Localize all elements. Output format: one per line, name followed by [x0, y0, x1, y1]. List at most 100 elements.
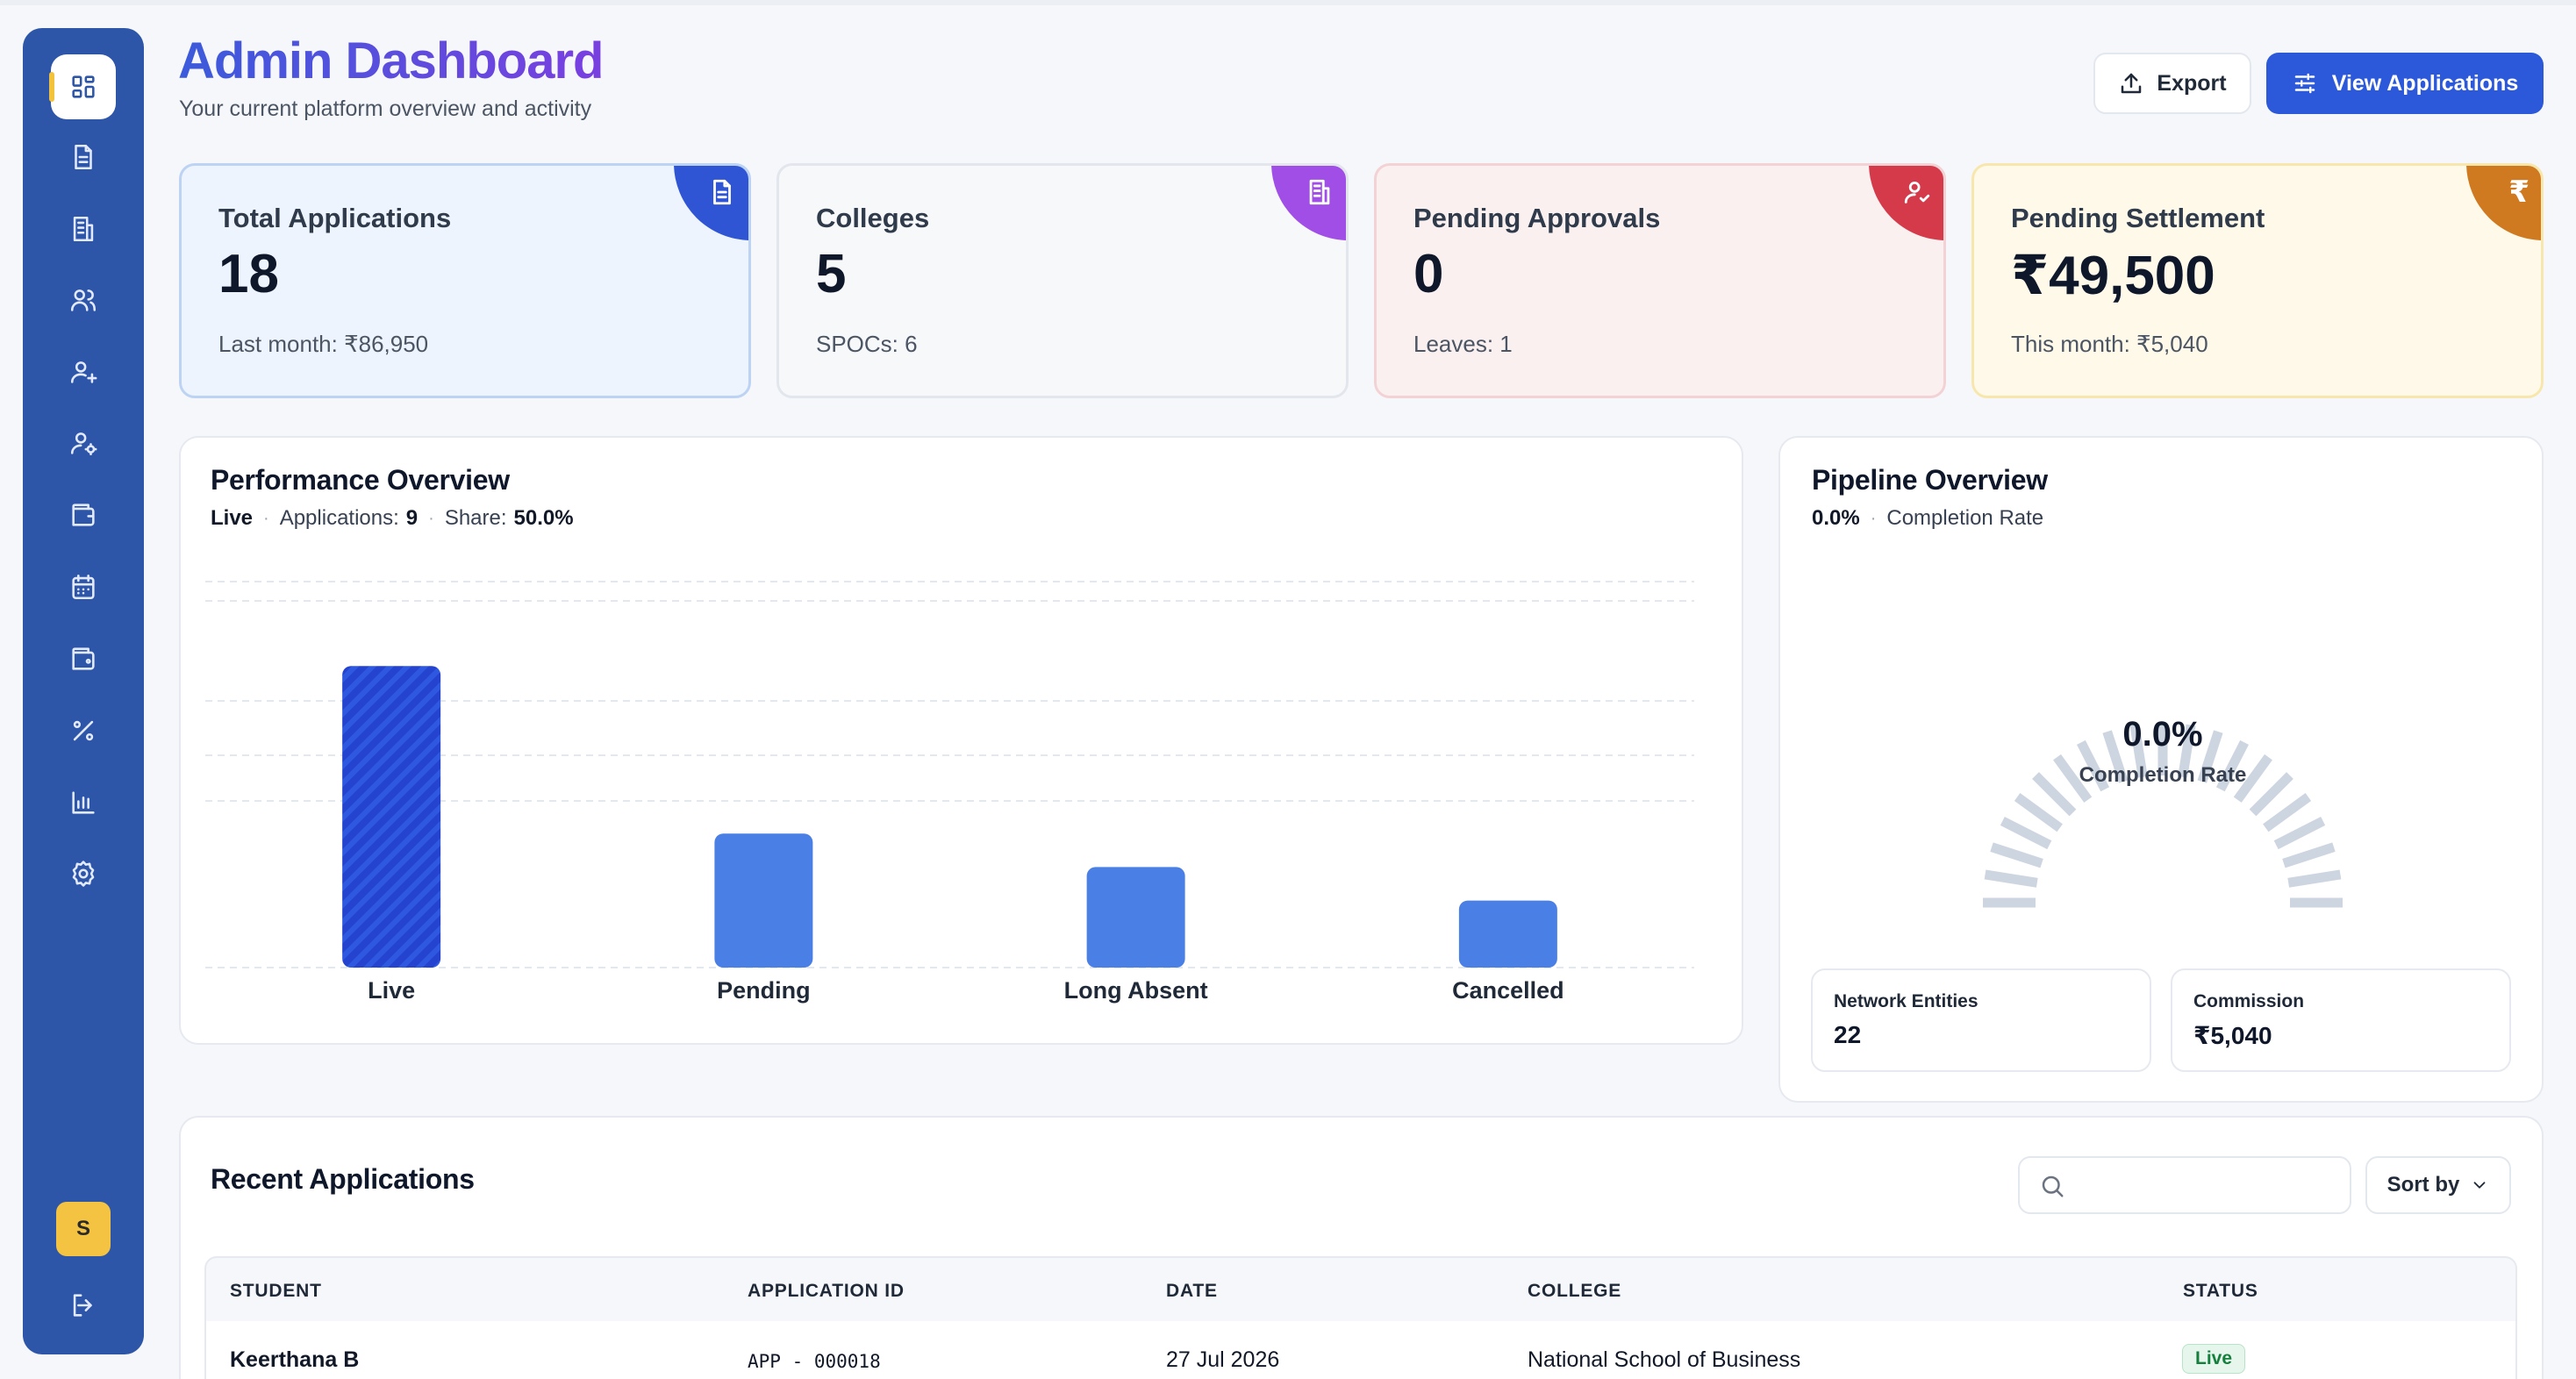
gauge-tick	[2014, 793, 2063, 832]
status-badge: Live	[2182, 1344, 2246, 1374]
stat-subtext: Leaves: 1	[1413, 331, 1513, 357]
bar-chart-icon[interactable]	[57, 776, 110, 829]
gauge-tick	[2032, 772, 2077, 817]
panel-title: Performance Overview	[211, 464, 510, 496]
stat-subtext: Last month: ₹86,950	[218, 331, 429, 357]
percent-icon[interactable]	[57, 704, 110, 757]
column-header-status[interactable]: STATUS	[2183, 1281, 2258, 1301]
chevron-down-icon	[2473, 1182, 2486, 1189]
document-icon[interactable]	[57, 131, 110, 183]
table-row[interactable]: Keerthana B APP - 000018 27 Jul 2026 Nat…	[204, 1321, 2517, 1379]
mini-label: Network Entities	[1834, 991, 1979, 1011]
building-icon[interactable]	[57, 203, 110, 255]
column-header-application-id[interactable]: APPLICATION ID	[748, 1281, 905, 1301]
view-applications-label: View Applications	[2331, 70, 2519, 96]
logout-icon[interactable]	[57, 1279, 110, 1332]
wallet-alt-icon[interactable]	[57, 632, 110, 685]
settings-gear-icon[interactable]	[57, 847, 110, 900]
gauge-tick	[2215, 740, 2249, 792]
meta-completion-label: Completion Rate	[1886, 506, 2044, 530]
bar-pending[interactable]	[714, 833, 813, 968]
mini-value: ₹5,040	[2193, 1022, 2272, 1049]
sidebar: S	[23, 28, 144, 1354]
search-icon	[2042, 1175, 2064, 1197]
x-tick-label: Live	[368, 977, 415, 1004]
panel-title: Recent Applications	[211, 1163, 475, 1195]
stat-subtext: SPOCs: 6	[816, 331, 918, 357]
pipeline-meta: 0.0% · Completion Rate	[1812, 506, 2044, 530]
performance-overview-panel: Performance Overview Live · Applications…	[179, 436, 1743, 1045]
gauge-label: Completion Rate	[2079, 763, 2247, 787]
stat-value: 0	[1413, 244, 1444, 304]
commission-card: Commission ₹5,040	[2171, 968, 2511, 1072]
sliders-icon	[2294, 73, 2315, 94]
dashboard-grid-icon[interactable]	[49, 54, 116, 119]
cell-student: Keerthana B	[230, 1347, 360, 1372]
gauge-tick	[2273, 817, 2326, 850]
sort-dropdown[interactable]: Sort by	[2365, 1156, 2511, 1214]
rupee-icon: ₹	[2466, 166, 2541, 240]
gauge-tick	[2282, 842, 2336, 868]
avatar[interactable]: S	[56, 1202, 111, 1256]
document-icon	[674, 166, 748, 240]
gauge-value: 0.0%	[2122, 715, 2202, 754]
wallet-icon[interactable]	[57, 489, 110, 541]
stat-card-colleges[interactable]: Colleges 5 SPOCs: 6	[776, 163, 1349, 398]
user-check-icon	[1869, 166, 1943, 240]
gauge-tick	[1984, 869, 2038, 888]
top-border	[0, 0, 2576, 5]
view-applications-button[interactable]: View Applications	[2266, 53, 2544, 114]
gauge-tick	[2102, 730, 2129, 783]
performance-bar-chart: Live Pending Long Absent Cancelled	[205, 581, 1694, 1004]
gauge-tick	[2249, 772, 2293, 817]
stat-card-total-applications[interactable]: Total Applications 18 Last month: ₹86,95…	[179, 163, 751, 398]
search-input[interactable]	[2018, 1156, 2351, 1214]
bar-long-absent[interactable]	[1086, 867, 1185, 968]
cell-date: 27 Jul 2026	[1166, 1347, 1280, 1372]
users-icon[interactable]	[57, 274, 110, 326]
user-settings-icon[interactable]	[57, 417, 110, 469]
gauge-tick	[2233, 754, 2272, 803]
user-plus-icon[interactable]	[57, 346, 110, 398]
stat-value: 18	[218, 244, 279, 304]
meta-share-value: 50.0%	[513, 506, 574, 530]
calendar-icon[interactable]	[57, 561, 110, 613]
table-header: STUDENT APPLICATION ID DATE COLLEGE STAT…	[204, 1256, 2517, 1323]
completion-gauge: 0.0% Completion Rate	[1983, 715, 2343, 908]
gauge-tick	[2197, 730, 2223, 783]
column-header-student[interactable]: STUDENT	[230, 1281, 322, 1301]
stat-subtext: This month: ₹5,040	[2011, 331, 2208, 357]
export-button[interactable]: Export	[2093, 53, 2251, 114]
meta-completion-value: 0.0%	[1812, 506, 1860, 530]
stat-card-pending-settlement[interactable]: ₹ Pending Settlement ₹49,500 This month:…	[1971, 163, 2544, 398]
x-tick-label: Cancelled	[1452, 977, 1564, 1004]
panel-title: Pipeline Overview	[1812, 464, 2048, 496]
meta-share-label: Share:	[444, 506, 507, 530]
column-header-date[interactable]: DATE	[1166, 1281, 1218, 1301]
gauge-tick	[2129, 724, 2148, 778]
stat-card-pending-approvals[interactable]: Pending Approvals 0 Leaves: 1	[1374, 163, 1946, 398]
bar-cancelled[interactable]	[1458, 900, 1557, 968]
mini-value: 22	[1834, 1021, 1862, 1048]
stat-label: Colleges	[816, 203, 930, 233]
stat-label: Total Applications	[218, 203, 452, 233]
gauge-tick	[2178, 724, 2196, 778]
stat-label: Pending Settlement	[2011, 203, 2265, 233]
stat-value: ₹49,500	[2011, 246, 2215, 306]
gauge-tick	[2000, 817, 2052, 850]
stat-value: 5	[816, 244, 847, 304]
meta-applications-value: 9	[405, 506, 419, 530]
export-button-label: Export	[2157, 70, 2227, 96]
building-icon	[1271, 166, 1346, 240]
page-title: Admin Dashboard	[178, 32, 604, 89]
network-entities-card: Network Entities 22	[1811, 968, 2151, 1072]
stat-label: Pending Approvals	[1413, 203, 1661, 233]
performance-meta: Live · Applications: 9 · Share: 50.0%	[211, 506, 574, 530]
meta-applications-label: Applications:	[279, 506, 399, 530]
gauge-tick	[2077, 740, 2110, 792]
bar-live[interactable]	[342, 666, 441, 968]
column-header-college[interactable]: COLLEGE	[1528, 1281, 1622, 1301]
gauge-tick	[2287, 869, 2342, 888]
cell-college: National School of Business	[1528, 1347, 1801, 1372]
search-field[interactable]	[2074, 1168, 2337, 1204]
